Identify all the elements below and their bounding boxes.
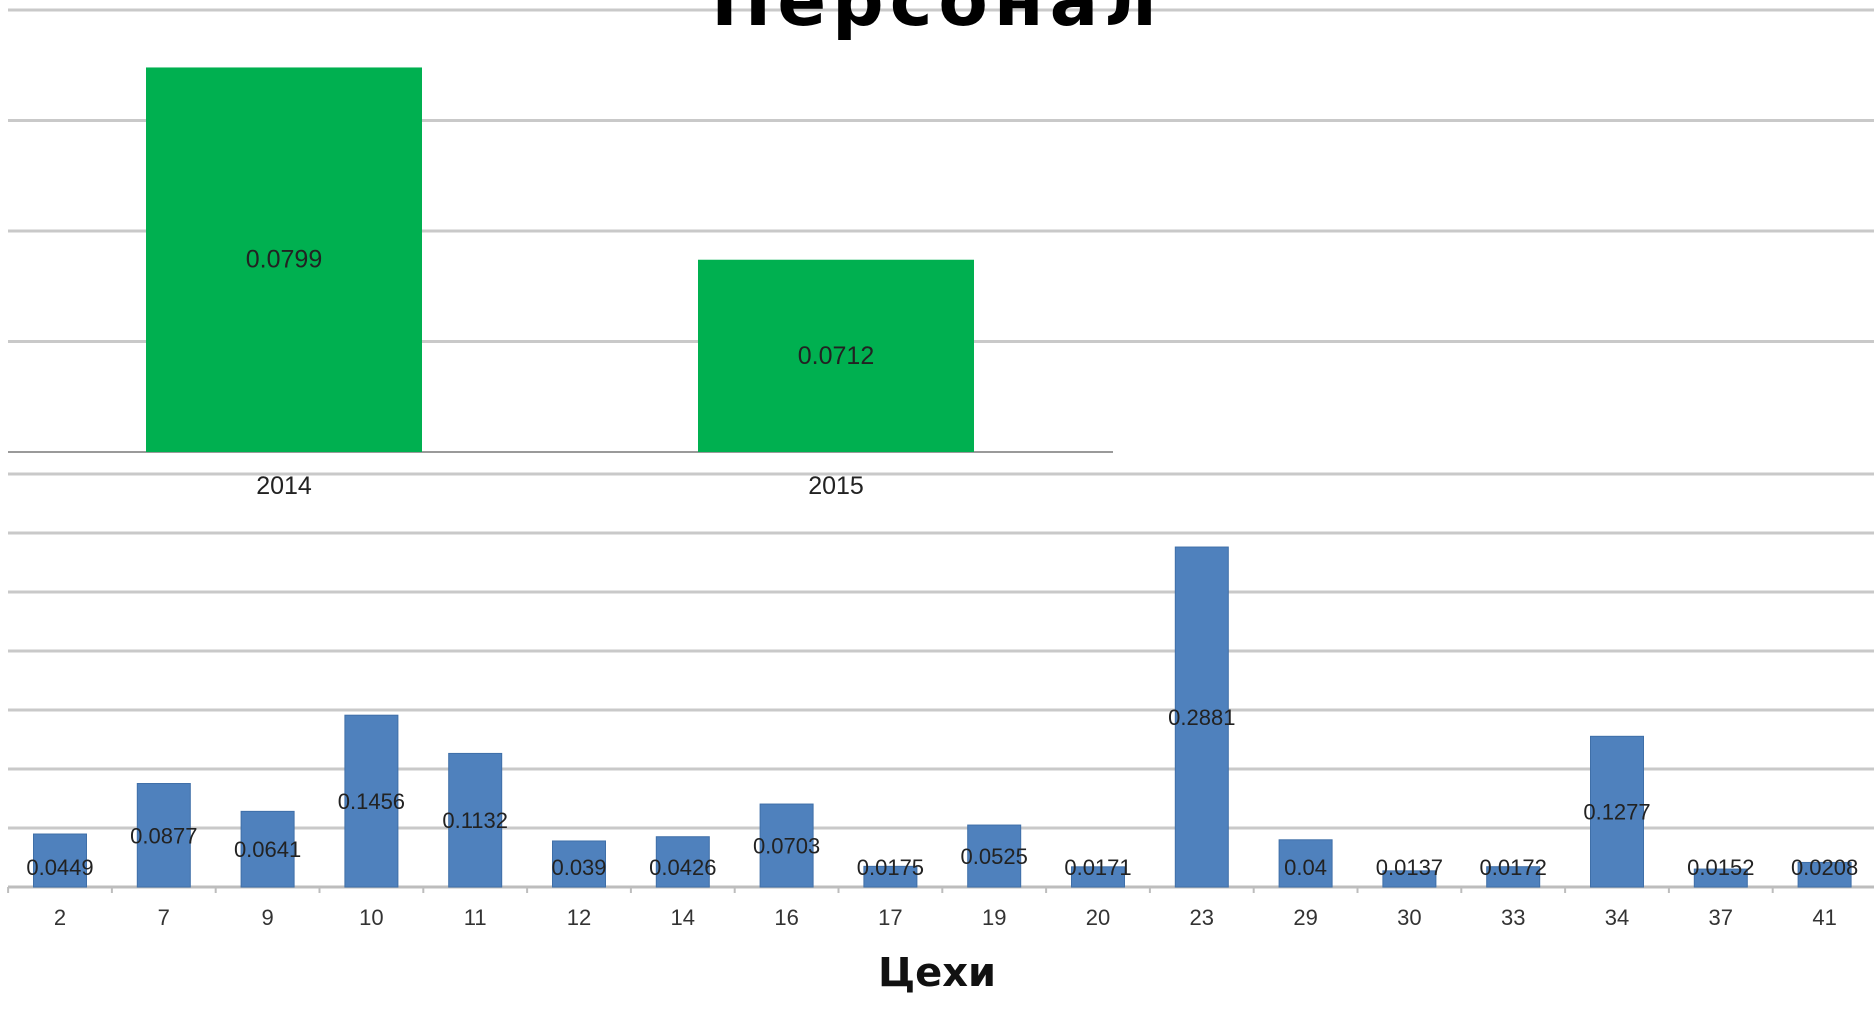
x-tick-label: 29 <box>1293 905 1317 930</box>
data-label: 0.0426 <box>649 855 716 880</box>
bar <box>1693 868 1748 888</box>
x-tick-label: 23 <box>1190 905 1214 930</box>
data-label: 0.0449 <box>26 855 93 880</box>
x-tick-label: 19 <box>982 905 1006 930</box>
inset-data-label: 0.0712 <box>798 342 874 370</box>
x-tick-label: 2 <box>54 905 66 930</box>
x-tick-label: 16 <box>774 905 798 930</box>
bar <box>1382 870 1437 888</box>
inset-data-label: 0.0799 <box>246 246 322 274</box>
x-tick-label: 34 <box>1605 905 1629 930</box>
bar <box>552 840 606 888</box>
inset-bar <box>698 259 974 452</box>
bar <box>863 865 918 888</box>
x-tick-label: 7 <box>158 905 170 930</box>
x-tick-label: 14 <box>671 905 695 930</box>
x-tick-label: 30 <box>1397 905 1421 930</box>
data-label: 0.0525 <box>961 844 1028 869</box>
bar <box>1486 866 1541 888</box>
inset-x-tick-label: 2015 <box>808 472 864 500</box>
inset-x-tick-label: 2014 <box>256 472 312 500</box>
bar <box>1071 866 1125 888</box>
data-label: 0.2881 <box>1168 705 1235 730</box>
x-tick-label: 37 <box>1709 905 1733 930</box>
bar <box>136 783 191 888</box>
bar <box>1797 861 1852 888</box>
data-label: 0.0703 <box>753 834 820 859</box>
x-tick-label: 33 <box>1501 905 1525 930</box>
bar <box>1278 839 1333 888</box>
bar <box>240 810 295 888</box>
data-label: 0.0152 <box>1687 855 1754 880</box>
bar <box>759 803 814 888</box>
data-label: 0.0171 <box>1064 855 1131 880</box>
inset-chart: 0.0799 2014 0.0712 2015 <box>8 0 1874 500</box>
page-title: Персонал <box>711 0 1163 42</box>
bar <box>33 833 87 888</box>
data-label: 0.0208 <box>1791 855 1858 880</box>
x-tick-label: 9 <box>261 905 273 930</box>
data-label: 0.0641 <box>234 837 301 862</box>
bar <box>1174 546 1229 888</box>
bar <box>448 752 503 888</box>
data-label: 0.1132 <box>442 808 508 833</box>
main-chart: 2 0.0449 7 0.0877 9 0.0641 10 0.1456 11 0.1132 12 0… <box>7 472 1874 930</box>
x-axis-title: Цехи <box>877 950 997 996</box>
data-label: 0.039 <box>551 855 606 880</box>
bar <box>967 824 1022 888</box>
data-label: 0.1277 <box>1583 800 1650 825</box>
bar <box>344 714 399 888</box>
data-label: 0.0175 <box>857 855 924 880</box>
bar <box>1590 735 1644 888</box>
data-label: 0.0172 <box>1480 855 1547 880</box>
bar <box>655 836 710 888</box>
data-label: 0.04 <box>1284 855 1327 880</box>
x-tick-label: 17 <box>878 905 902 930</box>
x-tick-label: 20 <box>1086 905 1110 930</box>
x-tick-label: 12 <box>567 905 591 930</box>
data-label: 0.0877 <box>130 823 197 848</box>
data-label: 0.1456 <box>338 789 405 814</box>
x-tick-label: 11 <box>464 905 487 930</box>
data-label: 0.0137 <box>1376 855 1443 880</box>
x-tick-label: 10 <box>359 905 383 930</box>
inset-bar <box>146 67 422 453</box>
x-tick-label: 41 <box>1812 905 1836 930</box>
